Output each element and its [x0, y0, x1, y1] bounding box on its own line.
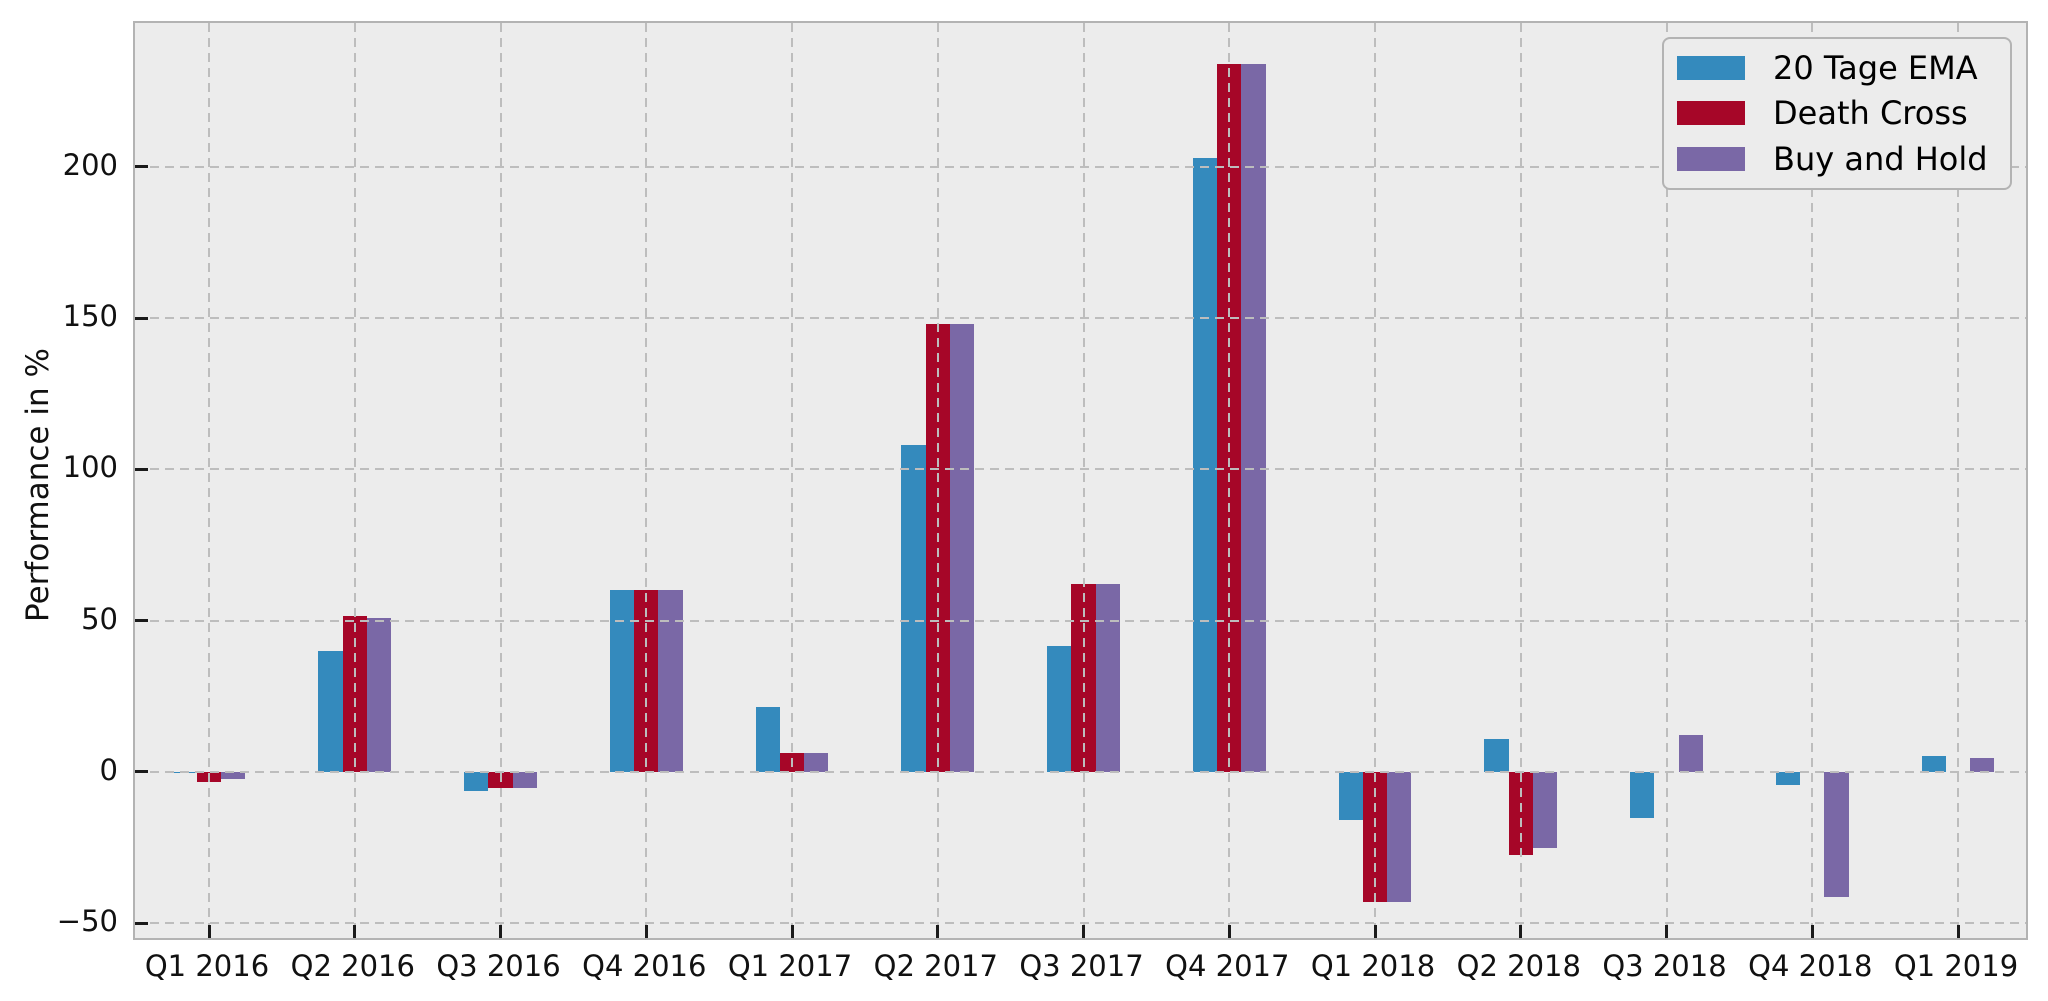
- y-tick: [135, 921, 148, 925]
- bar-20-tage-ema-q2-2018: [1484, 738, 1509, 772]
- y-tick: [135, 165, 148, 169]
- legend-swatch-death-cross: [1677, 101, 1745, 126]
- gridline-h: [135, 922, 2026, 925]
- bar-20-tage-ema-q2-2016: [318, 650, 343, 772]
- y-tick-label-0: 0: [99, 752, 118, 787]
- x-tick: [1810, 925, 1814, 938]
- gridline-v: [353, 23, 356, 938]
- legend-label-20-tage-ema: 20 Tage EMA: [1773, 48, 1978, 87]
- x-tick-label-q1-2019: Q1 2019: [1893, 949, 2019, 983]
- gridline-v: [1519, 23, 1522, 938]
- x-tick: [644, 925, 648, 938]
- bar-buy-and-hold-q2-2017: [949, 324, 975, 772]
- x-tick-label-q2-2016: Q2 2016: [290, 949, 415, 983]
- gridline-v: [645, 23, 648, 938]
- y-tick: [135, 619, 148, 623]
- gridline-v: [1811, 23, 1814, 938]
- bar-20-tage-ema-q4-2018: [1775, 771, 1801, 785]
- x-tick-label-q1-2016: Q1 2016: [144, 949, 270, 983]
- x-tick-label-q4-2017: Q4 2017: [1165, 949, 1290, 983]
- gridline-v: [1957, 23, 1959, 938]
- y-tick-label-200: 200: [62, 147, 118, 182]
- x-tick-label-q4-2016: Q4 2016: [582, 949, 707, 983]
- bar-20-tage-ema-q1-2018: [1338, 771, 1363, 821]
- gridline-h: [135, 770, 2026, 773]
- bar-buy-and-hold-q1-2016: [221, 771, 246, 780]
- x-tick-label-q1-2018: Q1 2018: [1310, 949, 1436, 983]
- x-tick-label-q2-2017: Q2 2017: [873, 949, 998, 983]
- bar-buy-and-hold-q1-2019: [1970, 758, 1995, 772]
- y-tick: [135, 316, 148, 320]
- x-tick: [790, 925, 794, 938]
- bar-buy-and-hold-q2-2018: [1532, 771, 1558, 849]
- x-tick: [1956, 925, 1960, 938]
- x-tick: [353, 925, 357, 938]
- x-tick-label-q3-2018: Q3 2018: [1602, 949, 1727, 983]
- bar-buy-and-hold-q4-2017: [1241, 63, 1266, 772]
- x-tick-label-q2-2018: Q2 2018: [1456, 949, 1581, 983]
- legend-item-death-cross: Death Cross: [1677, 95, 2010, 131]
- ticks-layer: [135, 23, 2026, 938]
- gridline-v: [1665, 23, 1668, 938]
- bar-20-tage-ema-q1-2019: [1921, 756, 1946, 772]
- grid-layer: [135, 23, 2026, 938]
- x-tick: [1373, 925, 1377, 938]
- x-tick: [1082, 925, 1085, 938]
- bar-buy-and-hold-q3-2018: [1678, 734, 1703, 772]
- legend-swatch-20-tage-ema: [1677, 55, 1745, 80]
- y-tick-label-100: 100: [62, 450, 118, 485]
- legend: 20 Tage EMA Death Cross Buy and Hold: [1662, 37, 2012, 190]
- bar-buy-and-hold-q1-2017: [804, 752, 829, 772]
- bar-buy-and-hold-q4-2016: [658, 590, 683, 772]
- x-tick-label-q4-2018: Q4 2018: [1748, 949, 1873, 983]
- gridline-v: [208, 23, 210, 938]
- x-tick: [1227, 925, 1231, 938]
- legend-item-20-tage-ema: 20 Tage EMA: [1677, 50, 2010, 86]
- bar-buy-and-hold-q4-2018: [1824, 771, 1849, 897]
- legend-label-buy-and-hold: Buy and Hold: [1773, 140, 1988, 179]
- bar-20-tage-ema-q1-2017: [755, 706, 780, 772]
- gridline-h: [135, 165, 2026, 168]
- bar-buy-and-hold-q2-2016: [366, 617, 392, 772]
- gridline-v: [499, 23, 502, 938]
- bar-20-tage-ema-q3-2016: [464, 771, 489, 792]
- legend-label-death-cross: Death Cross: [1773, 94, 1968, 133]
- bar-20-tage-ema-q2-2017: [901, 445, 926, 772]
- gridline-v: [1228, 23, 1231, 938]
- bar-buy-and-hold-q3-2017: [1095, 584, 1120, 772]
- legend-swatch-buy-and-hold: [1677, 147, 1745, 172]
- gridline-v: [936, 23, 939, 938]
- bar-20-tage-ema-q4-2017: [1192, 157, 1218, 772]
- bar-buy-and-hold-q3-2016: [512, 771, 537, 788]
- x-tick: [936, 925, 940, 938]
- gridline-v: [1374, 23, 1376, 938]
- x-tick: [1519, 925, 1523, 938]
- y-tick-label-50: 50: [81, 601, 118, 636]
- x-tick: [207, 925, 211, 938]
- y-tick-label-50: −50: [56, 904, 118, 939]
- x-tick-label-q3-2017: Q3 2017: [1019, 949, 1144, 983]
- gridline-h: [135, 619, 2026, 622]
- y-tick-label-150: 150: [62, 299, 118, 333]
- x-tick-label-q3-2016: Q3 2016: [436, 949, 561, 983]
- bar-20-tage-ema-q4-2016: [609, 590, 635, 772]
- gridline-v: [791, 23, 793, 938]
- x-tick: [1665, 925, 1668, 938]
- x-tick: [499, 925, 502, 938]
- gridline-h: [135, 468, 2026, 471]
- y-tick: [135, 467, 148, 471]
- x-tick-label-q1-2017: Q1 2017: [727, 949, 853, 983]
- bar-20-tage-ema-q3-2018: [1630, 771, 1655, 819]
- bar-buy-and-hold-q1-2018: [1387, 771, 1412, 902]
- gridline-v: [1082, 23, 1085, 938]
- legend-item-buy-and-hold: Buy and Hold: [1677, 141, 2010, 177]
- y-tick: [135, 770, 148, 774]
- gridline-h: [135, 317, 2026, 319]
- bar-20-tage-ema-q3-2017: [1047, 646, 1072, 772]
